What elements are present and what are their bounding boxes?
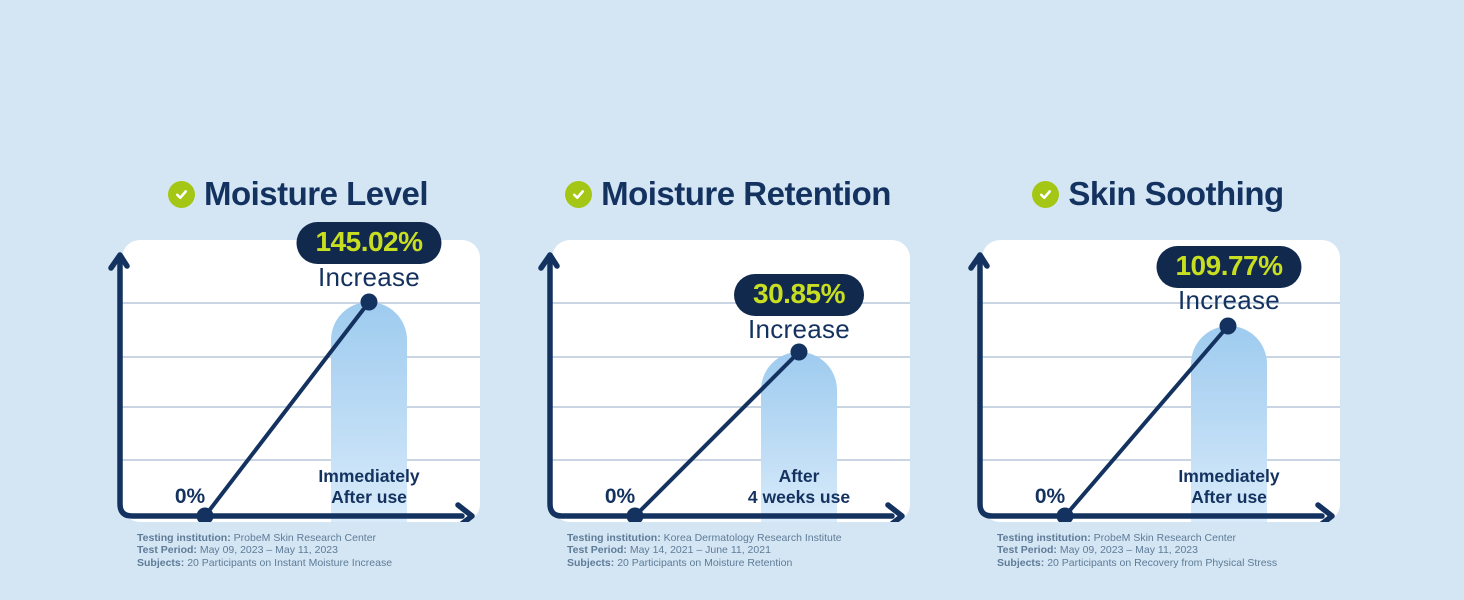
gridline	[982, 302, 1340, 304]
chart-panel-moisture-retention: Moisture Retention 30	[526, 168, 930, 569]
panel-title-text: Moisture Retention	[601, 175, 891, 212]
y-axis-arrow-icon	[968, 252, 990, 271]
footnote: Testing institution: Korea Dermatology R…	[567, 532, 930, 569]
panel-title: Moisture Level	[96, 168, 500, 220]
baseline-dot	[1056, 507, 1074, 522]
footnote-line: Subjects: 20 Participants on Recovery fr…	[997, 556, 1278, 569]
footnote-line: Test Period: May 09, 2023 – May 11, 2023	[137, 544, 338, 557]
increase-caption: Increase	[1177, 285, 1281, 315]
gridline	[552, 406, 910, 408]
chart-panel-skin-soothing: Skin Soothing 109.77%	[956, 168, 1360, 569]
panel-title-text: Moisture Level	[203, 175, 429, 212]
footnote: Testing institution: ProbeM Skin Researc…	[137, 532, 500, 569]
footnote-line: Testing institution: ProbeM Skin Researc…	[137, 532, 377, 544]
baseline-label: 0%	[174, 485, 206, 508]
value-badge: 109.77%	[1156, 246, 1302, 288]
panel-title: Moisture Retention	[526, 168, 930, 220]
value-bar	[331, 302, 407, 522]
footnote-line: Testing institution: ProbeM Skin Researc…	[997, 532, 1237, 544]
panel-title: Skin Soothing	[956, 168, 1360, 220]
baseline-label: 0%	[604, 485, 636, 508]
gridline	[122, 406, 480, 408]
axis-and-trend-line	[968, 252, 1335, 522]
baseline-dot	[196, 507, 214, 522]
check-circle-icon	[1032, 180, 1060, 208]
increase-caption: Increase	[747, 314, 851, 344]
x-axis-arrow-icon	[885, 502, 905, 522]
chart-panel-moisture-level: Moisture Level 145.02	[96, 168, 500, 569]
value-bar	[761, 352, 837, 522]
y-axis-arrow-icon	[538, 252, 560, 271]
check-circle-icon	[565, 180, 593, 208]
baseline-dot	[626, 507, 644, 522]
value-badge: 145.02%	[296, 222, 442, 264]
chart-area: 145.02% Increase 0% Immediately After us…	[96, 220, 500, 522]
footnote: Testing institution: ProbeM Skin Researc…	[997, 532, 1360, 569]
footnote-line: Test Period: May 14, 2021 – June 11, 202…	[567, 544, 771, 557]
y-axis-arrow-icon	[108, 252, 130, 271]
gridline	[982, 356, 1340, 358]
footnote-line: Subjects: 20 Participants on Instant Moi…	[137, 556, 393, 569]
value-badge: 30.85%	[734, 274, 864, 316]
footnote-line: Test Period: May 09, 2023 – May 11, 2023	[997, 544, 1198, 557]
chart-card	[122, 240, 480, 522]
gridline	[122, 302, 480, 304]
footnote-line: Subjects: 20 Participants on Moisture Re…	[567, 556, 793, 569]
footnote-line: Testing institution: Korea Dermatology R…	[567, 532, 842, 544]
x-axis-arrow-icon	[455, 502, 475, 522]
panel-title-text: Skin Soothing	[1068, 175, 1284, 212]
charts-row: Moisture Level 145.02	[96, 168, 1360, 569]
chart-area: 109.77% Increase 0% Immediately After us…	[956, 220, 1360, 522]
value-bar	[1191, 326, 1267, 522]
check-circle-icon	[167, 180, 195, 208]
bar-label: After 4 weeks use	[747, 466, 851, 507]
axis-and-trend-line	[108, 252, 475, 522]
gridline	[552, 302, 910, 304]
peak-dot	[1219, 317, 1237, 335]
peak-dot	[790, 343, 808, 361]
bar-label: Immediately After use	[1178, 466, 1280, 507]
gridline	[552, 459, 910, 461]
axis-and-trend-line	[538, 252, 905, 522]
bar-label: Immediately After use	[318, 466, 420, 507]
chart-area: 30.85% Increase 0% After 4 weeks use	[526, 220, 930, 522]
peak-dot	[360, 293, 378, 311]
chart-card	[982, 240, 1340, 522]
gridline	[552, 356, 910, 358]
x-axis-arrow-icon	[1315, 502, 1335, 522]
baseline-label: 0%	[1034, 485, 1066, 508]
gridline	[122, 356, 480, 358]
gridline	[122, 459, 480, 461]
gridline	[982, 459, 1340, 461]
increase-caption: Increase	[317, 262, 421, 292]
